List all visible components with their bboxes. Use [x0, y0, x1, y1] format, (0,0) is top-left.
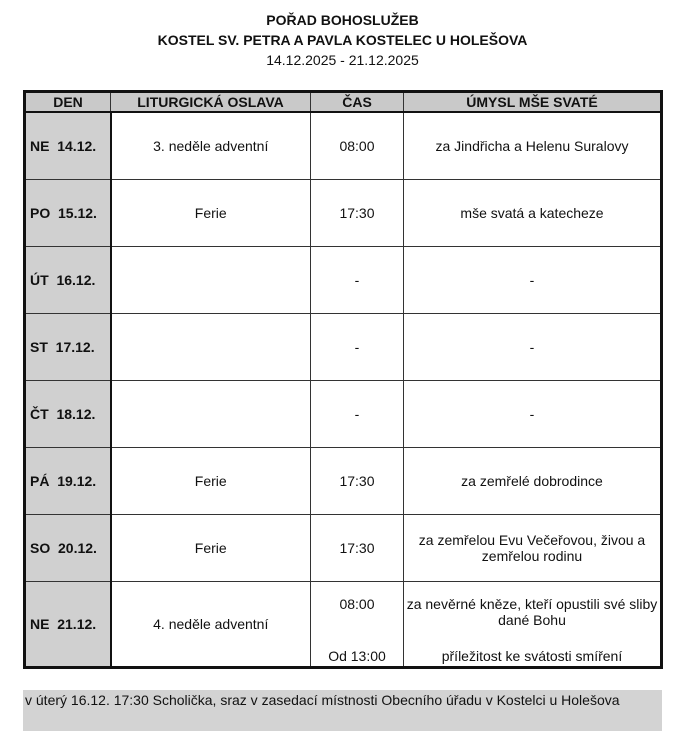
celebration: Ferie: [194, 473, 227, 489]
table-header: DEN LITURGICKÁ OSLAVA ČAS ÚMYSL MŠE SVAT…: [24, 91, 662, 113]
day: PO 15.12.: [30, 205, 97, 221]
day-cell: ST 17.12.: [24, 313, 112, 381]
celebration-cell: [110, 313, 311, 381]
table-row: PÁ 19.12. Ferie 17:30 za zemřelé dobrodince: [24, 447, 662, 515]
day: NE 14.12.: [30, 138, 97, 154]
day-cell: NE 21.12.: [24, 581, 112, 668]
time-cell: 08:00: [310, 111, 404, 180]
intention-2: příležitost ke svátosti smíření: [441, 648, 623, 664]
intention-cell: za nevěrné kněze, kteří opustili své sli…: [403, 581, 662, 668]
day: ST 17.12.: [30, 339, 95, 355]
time: 17:30: [339, 540, 375, 556]
time: 08:00: [339, 138, 375, 154]
time: 08:00: [339, 596, 375, 612]
time: -: [354, 406, 360, 422]
time-cell: -: [310, 246, 404, 314]
celebration: Ferie: [194, 205, 227, 221]
time-cell: 17:30: [310, 179, 404, 247]
intention-cell: za Jindřicha a Helenu Suralovy: [403, 111, 662, 180]
time: 17:30: [339, 473, 375, 489]
celebration: Ferie: [194, 540, 227, 556]
schedule-table: DEN LITURGICKÁ OSLAVA ČAS ÚMYSL MŠE SVAT…: [23, 90, 663, 669]
date-range: 14.12.2025 - 21.12.2025: [266, 52, 419, 68]
day-cell: PO 15.12.: [24, 179, 112, 247]
intention-cell: -: [403, 313, 662, 381]
intention: za nevěrné kněze, kteří opustili své sli…: [406, 596, 658, 628]
time: 17:30: [339, 205, 375, 221]
day-cell: ÚT 16.12.: [24, 246, 112, 314]
celebration-cell: [110, 380, 311, 448]
time-2: Od 13:00: [328, 648, 386, 664]
day-cell: PÁ 19.12.: [24, 447, 112, 515]
table-row: ČT 18.12. - -: [24, 380, 662, 448]
intention: za zemřelou Evu Večeřovou, živou a zemře…: [418, 532, 646, 564]
time: -: [354, 339, 360, 355]
day-cell: NE 14.12.: [24, 111, 112, 180]
celebration: 3. neděle adventní: [153, 138, 269, 154]
note: v úterý 16.12. 17:30 Scholička, sraz v z…: [23, 690, 662, 731]
table-row: NE 14.12. 3. neděle adventní 08:00 za Jindř…: [24, 111, 662, 180]
celebration-cell: 3. neděle adventní: [110, 111, 311, 180]
table-row: NE 21.12. 4. neděle adventní 08:00 Od 13:00…: [24, 581, 662, 668]
day-cell: SO 20.12.: [24, 514, 112, 582]
table-row: SO 20.12. Ferie 17:30 za zemřelou Evu Večeř…: [24, 514, 662, 582]
intention: -: [529, 272, 535, 288]
time-cell: -: [310, 313, 404, 381]
table-row: ST 17.12. - -: [24, 313, 662, 381]
intention: mše svatá a katecheze: [460, 205, 604, 221]
intention-cell: za zemřelou Evu Večeřovou, živou a zemře…: [403, 514, 662, 582]
time-cell: 17:30: [310, 447, 404, 515]
table-row: PO 15.12. Ferie 17:30 mše svatá a katecheze: [24, 179, 662, 247]
table-row: ÚT 16.12. - -: [24, 246, 662, 314]
time-cell: -: [310, 380, 404, 448]
intention-cell: -: [403, 246, 662, 314]
day: SO 20.12.: [30, 540, 97, 556]
col-day: DEN: [24, 91, 111, 113]
col-celebration: LITURGICKÁ OSLAVA: [110, 91, 311, 113]
intention-cell: mše svatá a katecheze: [403, 179, 662, 247]
celebration-cell: 4. neděle adventní: [110, 581, 311, 668]
day: PÁ 19.12.: [30, 473, 97, 489]
intention-cell: -: [403, 380, 662, 448]
church-name: KOSTEL SV. PETRA A PAVLA KOSTELEC U HOLE…: [157, 32, 528, 48]
celebration-cell: [110, 246, 311, 314]
day-cell: ČT 18.12.: [24, 380, 112, 448]
celebration: 4. neděle adventní: [153, 616, 269, 632]
col-time: ČAS: [310, 91, 404, 113]
col-intention: ÚMYSL MŠE SVATÉ: [403, 91, 662, 113]
day: ÚT 16.12.: [30, 272, 96, 288]
time-cell: 08:00 Od 13:00: [310, 581, 404, 668]
day: ČT 18.12.: [30, 406, 96, 422]
day: NE 21.12.: [30, 616, 97, 632]
intention: -: [529, 406, 535, 422]
page-title: POŘAD BOHOSLUŽEB: [266, 12, 419, 28]
celebration-cell: Ferie: [110, 179, 311, 247]
intention: -: [529, 339, 535, 355]
celebration-cell: Ferie: [110, 514, 311, 582]
celebration-cell: Ferie: [110, 447, 311, 515]
intention: za Jindřicha a Helenu Suralovy: [435, 138, 629, 154]
intention-cell: za zemřelé dobrodince: [403, 447, 662, 515]
intention: za zemřelé dobrodince: [461, 473, 603, 489]
time: -: [354, 272, 360, 288]
time-cell: 17:30: [310, 514, 404, 582]
